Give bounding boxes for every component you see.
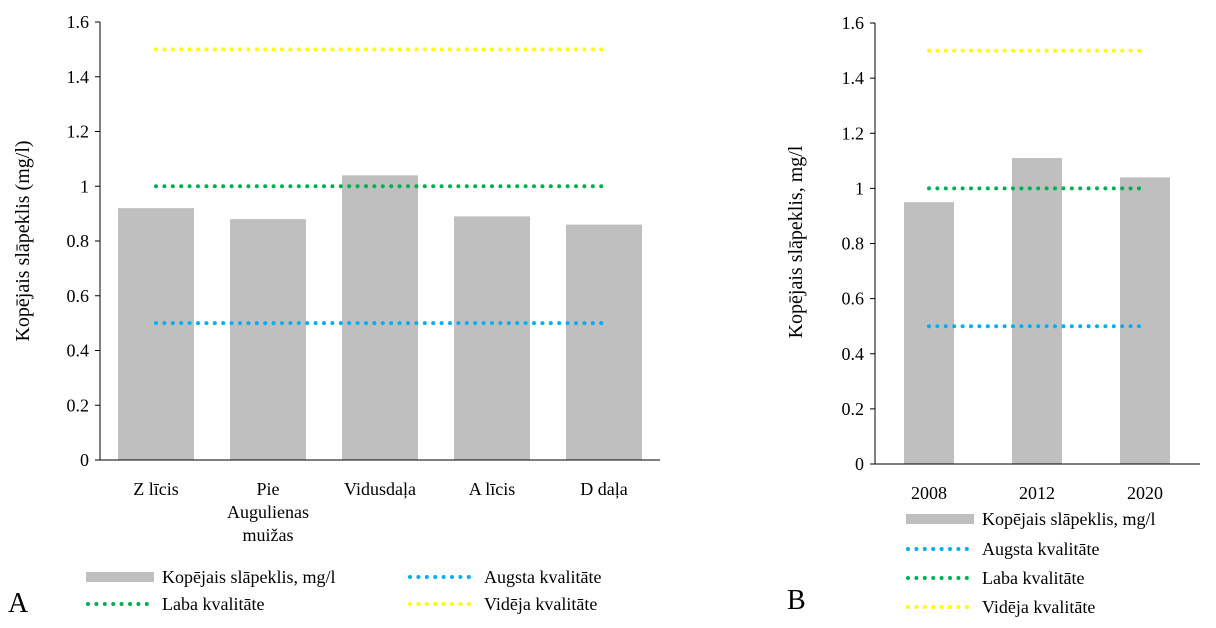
y-tick-label: 1: [80, 176, 89, 196]
bar: [566, 224, 642, 460]
x-tick-label: Augulienas: [227, 502, 309, 522]
y-tick-label: 1.2: [67, 122, 90, 142]
x-tick-label: D daļa: [580, 479, 627, 499]
y-tick-label: 1.6: [842, 13, 865, 33]
y-tick-label: 0.2: [67, 395, 90, 415]
legend-label: Vidēja kvalitāte: [982, 597, 1095, 617]
y-tick-label: 1.4: [67, 67, 90, 87]
legend-label: Kopējais slāpeklis, mg/l: [162, 567, 335, 587]
chart-panel-a: 0 0.2 0.4 0.6 0.8 1 1.2 1.4 1.6 Z līcis Pie Augulie…: [8, 12, 660, 619]
legend-item: Kopējais slāpeklis, mg/l: [906, 509, 1155, 529]
bar: [1120, 177, 1170, 464]
y-tick-label: 1: [855, 178, 864, 198]
bar: [342, 175, 418, 461]
x-tick-label: 2020: [1127, 483, 1163, 503]
legend-label: Augsta kvalitāte: [484, 567, 601, 587]
y-tick-label: 1.4: [842, 68, 865, 88]
y-tick-label: 0.6: [842, 289, 865, 309]
y-tick-label: 0.6: [67, 286, 90, 306]
legend-label: Kopējais slāpeklis, mg/l: [982, 509, 1155, 529]
legend-label: Laba kvalitāte: [162, 594, 264, 614]
legend-item: Laba kvalitāte: [906, 568, 1084, 588]
chart-panel-b: 0 0.2 0.4 0.6 0.8 1 1.2 1.4 1.6 2008 2012 2020 Kopēj…: [785, 13, 1200, 617]
bar: [904, 202, 954, 464]
legend-item: Vidēja kvalitāte: [408, 594, 597, 614]
legend-item: Augsta kvalitāte: [906, 539, 1099, 559]
x-tick-label: 2008: [911, 483, 947, 503]
x-tick-label: A līcis: [469, 479, 516, 499]
y-tick-label: 0.4: [67, 341, 90, 361]
legend-swatch: [86, 572, 154, 582]
legend-label: Augsta kvalitāte: [982, 539, 1099, 559]
x-tick-label: Pie: [256, 479, 279, 499]
legend: Kopējais slāpeklis, mg/l Augsta kvalitāte…: [86, 567, 601, 614]
y-axis-label: Kopējais slāpeklis (mg/l): [12, 140, 34, 341]
legend-item: Laba kvalitāte: [86, 594, 264, 614]
bar: [118, 208, 194, 460]
panel-label: B: [787, 585, 806, 616]
legend-swatch: [906, 514, 974, 524]
legend-item: Vidēja kvalitāte: [906, 597, 1095, 617]
x-tick-label: muižas: [243, 525, 294, 545]
y-tick-label: 0.8: [67, 231, 90, 251]
legend-item: Augsta kvalitāte: [408, 567, 601, 587]
legend-label: Vidēja kvalitāte: [484, 594, 597, 614]
bar: [454, 216, 530, 460]
panel-label: A: [8, 588, 29, 619]
x-tick-label: 2012: [1019, 483, 1055, 503]
y-tick-label: 0.2: [842, 399, 865, 419]
bar: [230, 219, 306, 460]
legend-item: Kopējais slāpeklis, mg/l: [86, 567, 335, 587]
y-tick-label: 0: [855, 454, 864, 474]
bar: [1012, 158, 1062, 464]
y-tick-label: 1.2: [842, 123, 865, 143]
y-tick-label: 1.6: [67, 12, 90, 32]
y-tick-label: 0.4: [842, 344, 865, 364]
y-tick-label: 0: [80, 450, 89, 470]
x-tick-label: Vidusdaļa: [344, 479, 416, 499]
legend: Kopējais slāpeklis, mg/l Augsta kvalitāte…: [906, 509, 1155, 617]
x-tick-label: Z līcis: [133, 479, 179, 499]
legend-label: Laba kvalitāte: [982, 568, 1084, 588]
y-tick-label: 0.8: [842, 234, 865, 254]
y-axis-label: Kopējais slāpeklis, mg/l: [785, 145, 807, 338]
